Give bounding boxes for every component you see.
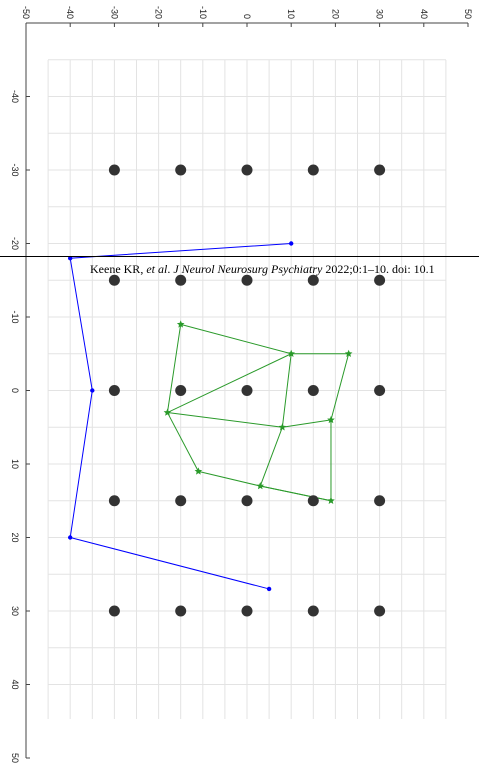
x-tick-label: -30 <box>109 6 119 19</box>
target-dot <box>108 495 120 507</box>
target-dot <box>307 385 319 396</box>
star-marker <box>194 467 203 475</box>
star-marker <box>176 320 185 328</box>
target-dot <box>241 274 253 286</box>
blue-point <box>68 535 73 540</box>
x-tick-label: -50 <box>21 6 31 19</box>
series-segment <box>166 412 199 472</box>
x-tick-label: -40 <box>65 6 75 19</box>
target-dot <box>175 164 187 176</box>
target-dot <box>175 605 187 617</box>
star-marker <box>287 349 295 357</box>
x-tick-label: -10 <box>198 6 208 19</box>
tick-labels: -50 -40 -30 -20 -10 0 10 20 30 40 50 -40 -30 -20 -10 0 1… <box>10 6 473 763</box>
blue-point <box>266 586 272 592</box>
citation-dot: . <box>167 262 174 276</box>
citation-journal: J Neurol Neurosurg Psychiatry <box>173 262 323 276</box>
series-segment <box>198 470 261 487</box>
y-tick-label: 50 <box>10 753 20 763</box>
target-dot <box>108 385 120 396</box>
citation-line: Keene KR, et al. J Neurol Neurosurg Psyc… <box>90 262 435 277</box>
y-tick-label: -20 <box>10 237 20 250</box>
target-dot <box>307 274 319 286</box>
series-segment <box>282 419 332 428</box>
y-tick-label: 0 <box>10 388 20 393</box>
x-tick-label: 30 <box>375 9 385 19</box>
series-segment <box>260 485 332 502</box>
target-dot <box>307 164 319 176</box>
x-tick-label: 10 <box>286 9 296 19</box>
x-tick-label: 40 <box>419 9 429 19</box>
y-tick-label: 40 <box>10 679 20 689</box>
y-tick-label: 20 <box>10 532 20 542</box>
target-dot <box>108 164 120 176</box>
x-tick-label: 20 <box>330 9 340 19</box>
target-dot <box>307 605 319 617</box>
citation-details: 2022;0:1–10. doi: 10.1 <box>322 262 435 276</box>
y-tick-label: -10 <box>10 310 20 323</box>
x-tick-label: -20 <box>154 6 164 19</box>
star-marker <box>327 415 335 424</box>
star-marker <box>163 408 172 416</box>
y-tick-label: 30 <box>10 606 20 616</box>
x-tick-label: 0 <box>242 14 252 19</box>
target-dot <box>374 605 386 617</box>
target-dot <box>241 164 253 176</box>
target-dot <box>374 274 386 286</box>
target-dot <box>108 274 120 286</box>
target-dot <box>175 274 187 286</box>
target-dot <box>241 605 253 617</box>
star-marker <box>256 482 265 490</box>
target-dot <box>374 495 386 507</box>
series-line <box>166 323 350 502</box>
axes <box>25 22 469 759</box>
citation-authors: Keene KR, <box>90 262 147 276</box>
target-dot <box>241 385 253 396</box>
y-tick-label: -30 <box>10 163 20 176</box>
series-markers <box>68 164 386 617</box>
y-tick-label: 10 <box>10 459 20 469</box>
target-dot <box>108 605 120 617</box>
target-dot <box>374 385 386 396</box>
blue-point <box>68 256 73 261</box>
x-tick-label: 50 <box>463 9 473 19</box>
citation-divider <box>0 256 479 257</box>
series-segment <box>167 412 283 428</box>
target-dot <box>241 495 253 507</box>
star-marker <box>327 496 335 504</box>
citation-etal: et al <box>146 262 168 276</box>
blue-point <box>90 388 95 393</box>
target-dot <box>175 495 187 507</box>
blue-point <box>289 241 294 246</box>
y-tick-label: -40 <box>10 90 20 103</box>
target-dot <box>374 164 386 176</box>
target-dot <box>307 495 319 507</box>
star-marker <box>344 349 353 357</box>
star-marker <box>278 423 287 431</box>
target-dot <box>175 385 187 396</box>
